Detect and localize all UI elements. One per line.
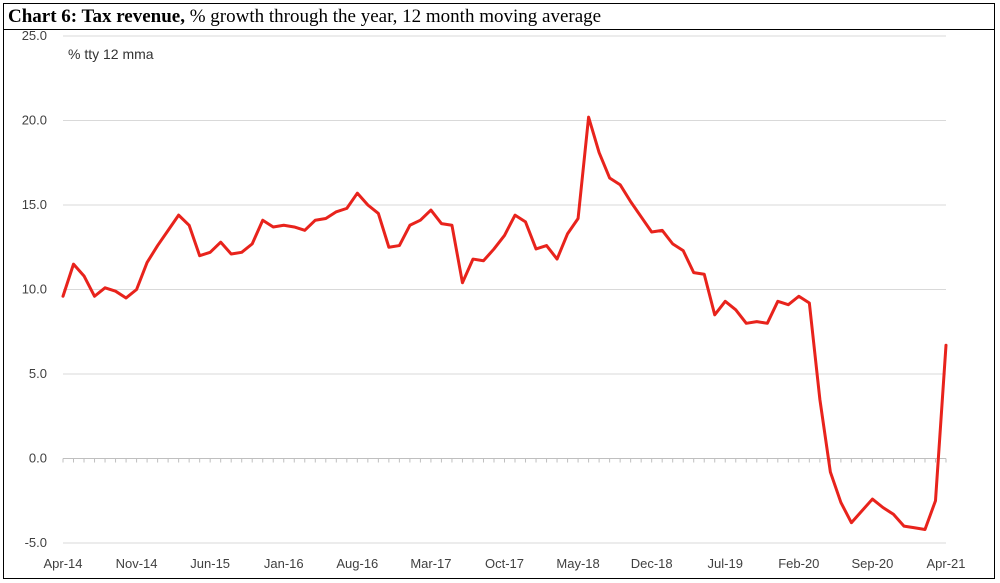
y-tick-label: 0.0: [29, 451, 47, 466]
x-tick-label: Feb-20: [778, 556, 819, 571]
y-axis-ticks: 25.0 20.0 15.0 10.0 5.0 0.0 -5.0: [22, 28, 47, 550]
x-tick-label: Oct-17: [485, 556, 524, 571]
x-tick-label: Jun-15: [190, 556, 230, 571]
y-tick-label: 20.0: [22, 113, 47, 128]
x-tick-label: May-18: [556, 556, 599, 571]
x-axis: Apr-14 Nov-14 Jun-15 Jan-16 Aug-16 Mar-17 Oct-…: [43, 458, 966, 571]
y-tick-label: 15.0: [22, 197, 47, 212]
y-tick-label: -5.0: [25, 535, 47, 550]
y-tick-label: 25.0: [22, 28, 47, 43]
x-tick-label: Apr-14: [43, 556, 82, 571]
chart-frame: Chart 6: Tax revenue, % growth through t…: [3, 3, 995, 579]
chart-title-rest: % growth through the year, 12 month movi…: [184, 6, 602, 27]
x-tick-label: Nov-14: [116, 556, 158, 571]
x-tick-label: Aug-16: [336, 556, 378, 571]
x-tick-label: Jan-16: [264, 556, 304, 571]
chart-title-bold: Chart 6: Tax revenue,: [8, 6, 185, 27]
series-line: [61, 115, 948, 531]
unit-label: % tty 12 mma: [68, 46, 154, 62]
gridlines: [63, 35, 946, 544]
x-tick-label: Mar-17: [410, 556, 451, 571]
series-group: [61, 115, 948, 531]
y-tick-label: 10.0: [22, 282, 47, 297]
y-tick-label: 5.0: [29, 366, 47, 381]
x-tick-label: Dec-18: [631, 556, 673, 571]
x-tick-label: Jul-19: [708, 556, 743, 571]
x-tick-label: Sep-20: [851, 556, 893, 571]
x-tick-label: Apr-21: [926, 556, 965, 571]
chart-title: Chart 6: Tax revenue, % growth through t…: [4, 4, 994, 30]
